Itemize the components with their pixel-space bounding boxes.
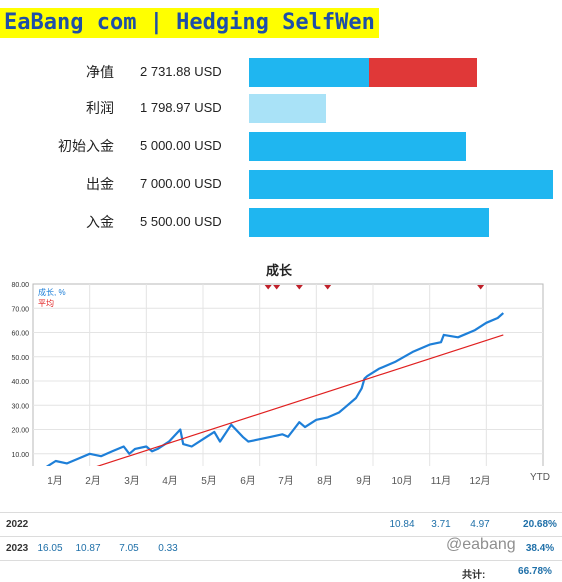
- y-tick-label: 20.00: [11, 428, 29, 435]
- top-marker: [477, 285, 485, 290]
- y-tick-label: 40.00: [11, 379, 29, 386]
- plot-area: [32, 283, 544, 466]
- month-header: 8月: [317, 476, 333, 487]
- row-divider: [0, 560, 562, 561]
- stat-row-deposit: 入金 5 500.00 USD: [0, 206, 562, 238]
- growth-cell: 10.84: [389, 519, 415, 530]
- growth-cell: 3.71: [431, 519, 451, 530]
- ytd-cell: 20.68%: [523, 519, 557, 530]
- bar-segment-secondary: [368, 58, 478, 87]
- bar-segment-primary: [249, 208, 489, 237]
- stat-label: 初始入金: [58, 138, 114, 154]
- stat-row-profit: 利润 1 798.97 USD: [0, 92, 562, 124]
- month-header: 1月: [47, 476, 63, 487]
- y-tick-label: 80.00: [11, 282, 29, 289]
- legend-entry-growth: 成长, %: [38, 287, 66, 297]
- month-header: 10月: [391, 476, 413, 487]
- month-header: 11月: [430, 476, 452, 487]
- total-label: 共计:: [462, 570, 486, 581]
- y-tick-label: 30.00: [11, 403, 29, 410]
- growth-cell: 4.97: [470, 519, 490, 530]
- stat-label: 出金: [86, 176, 114, 192]
- series-layer: [45, 312, 505, 466]
- y-tick-label: 60.00: [11, 331, 29, 338]
- year-label: 2023: [6, 543, 29, 554]
- legend-entry-average: 平均: [38, 298, 54, 308]
- stat-row-withdrawal: 出金 7 000.00 USD: [0, 168, 562, 200]
- month-header: 2月: [85, 476, 101, 487]
- bar-segment-primary: [249, 94, 327, 123]
- month-header: 12月: [469, 476, 491, 487]
- stat-value: 7 000.00 USD: [140, 176, 222, 191]
- bar-segment-primary: [249, 170, 553, 199]
- growth-cell: 7.05: [119, 543, 139, 554]
- bar-segment-primary: [249, 132, 467, 161]
- row-divider: [0, 512, 562, 513]
- month-header: 3月: [124, 476, 140, 487]
- stat-value: 2 731.88 USD: [140, 64, 222, 79]
- month-header: 4月: [162, 476, 178, 487]
- y-tick-label: 50.00: [11, 355, 29, 362]
- stat-label: 利润: [86, 100, 114, 116]
- growth-cell: 16.05: [37, 543, 63, 554]
- row-divider: [0, 536, 562, 537]
- top-marker: [324, 285, 332, 290]
- ytd-header: YTD: [530, 472, 550, 483]
- month-header: 9月: [356, 476, 372, 487]
- watermark: @eabang: [446, 536, 516, 553]
- stat-value: 5 000.00 USD: [140, 138, 222, 153]
- y-tick-label: 70.00: [11, 306, 29, 313]
- page-title: EaBang com | Hedging SelfWen: [0, 8, 379, 38]
- growth-series-line: [45, 312, 505, 466]
- average-series-line: [96, 334, 504, 466]
- chart-title: 成长: [266, 263, 293, 278]
- y-axis-ticks: 0.0010.0020.0030.0040.0050.0060.0070.008…: [11, 282, 29, 459]
- y-tick-label: 10.00: [11, 452, 29, 459]
- top-marker: [295, 285, 303, 290]
- bar-segment-primary: [249, 58, 369, 87]
- gridlines: [33, 284, 543, 466]
- growth-cell: 0.33: [158, 543, 178, 554]
- growth-cell: 10.87: [75, 543, 101, 554]
- ytd-cell: 38.4%: [525, 543, 555, 554]
- monthly-growth-table: 1月 2月 3月 4月 5月 6月 7月 8月 9月 10月 11月 12月 Y…: [0, 468, 562, 582]
- top-marker: [264, 285, 272, 290]
- month-header: 7月: [278, 476, 294, 487]
- month-header: 5月: [201, 476, 217, 487]
- top-marker: [273, 285, 281, 290]
- stat-row-initial-deposit: 初始入金 5 000.00 USD: [0, 130, 562, 162]
- year-label: 2022: [6, 519, 29, 530]
- markers-layer: [264, 285, 485, 290]
- growth-chart: 成长 0.0010.0020.0030.0040.0050.0060.0070.…: [11, 263, 544, 466]
- stat-label: 入金: [86, 214, 114, 230]
- month-header: 6月: [240, 476, 256, 487]
- stat-row-equity: 净值 2 731.88 USD: [0, 56, 562, 88]
- stat-label: 净值: [86, 64, 114, 80]
- stat-value: 5 500.00 USD: [140, 214, 222, 229]
- total-value: 66.78%: [518, 566, 552, 577]
- stat-value: 1 798.97 USD: [140, 100, 222, 115]
